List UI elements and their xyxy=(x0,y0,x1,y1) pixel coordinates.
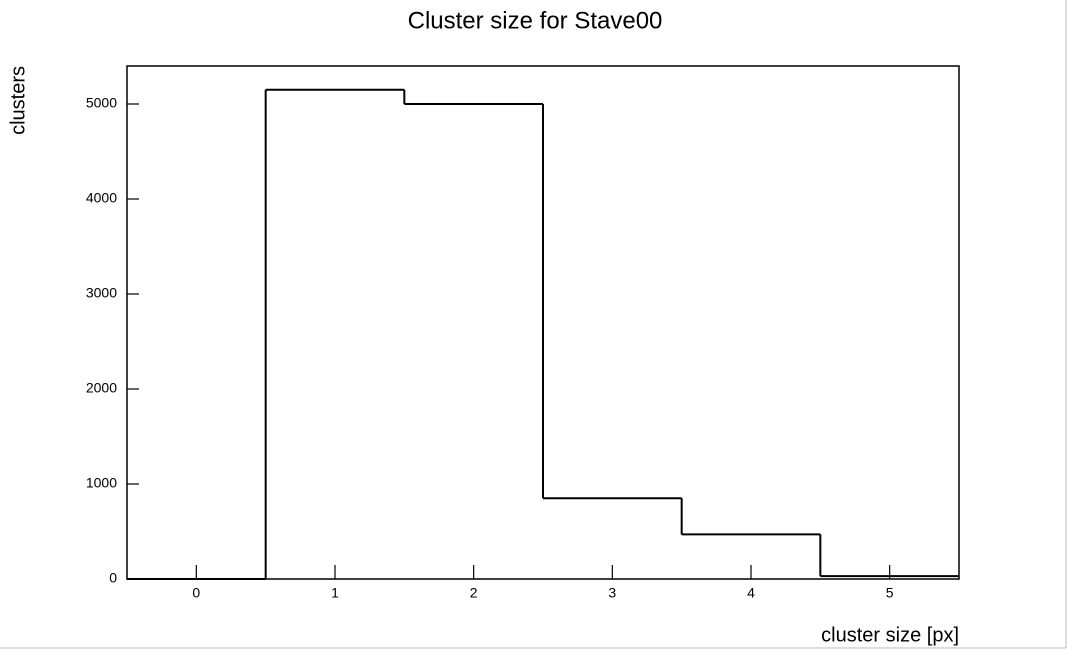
y-tick-label: 3000 xyxy=(86,285,117,301)
x-tick-label: 0 xyxy=(192,585,200,601)
y-tick-label: 5000 xyxy=(86,95,117,111)
y-tick-label: 4000 xyxy=(86,190,117,206)
y-tick-label: 1000 xyxy=(86,475,117,491)
y-axis-label: clusters xyxy=(7,66,29,135)
x-tick-label: 1 xyxy=(331,585,339,601)
plot-frame xyxy=(126,65,960,580)
chart-title: Cluster size for Stave00 xyxy=(408,7,663,34)
x-tick-label: 5 xyxy=(886,585,894,601)
y-tick-label: 2000 xyxy=(86,380,117,396)
y-tick-label: 0 xyxy=(109,570,117,586)
x-tick-label: 2 xyxy=(470,585,478,601)
x-axis-label: cluster size [px] xyxy=(821,624,959,646)
x-tick-label: 4 xyxy=(747,585,755,601)
x-tick-label: 3 xyxy=(608,585,616,601)
